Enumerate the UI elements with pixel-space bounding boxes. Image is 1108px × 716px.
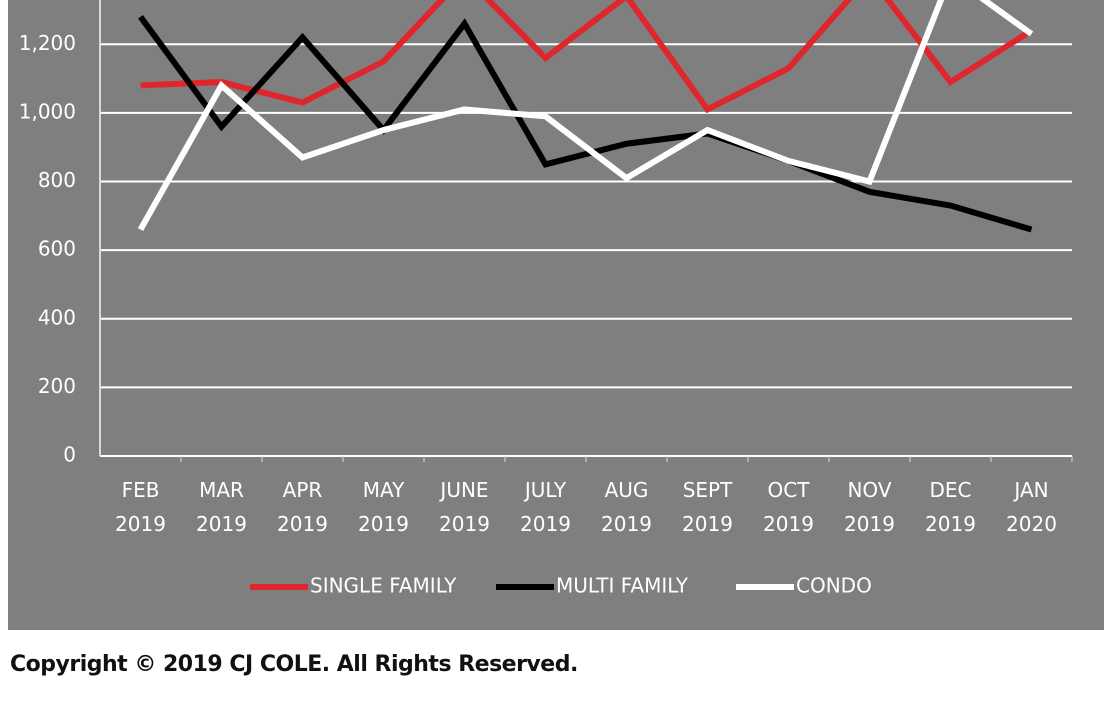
- x-tick-label: OCT 2019: [763, 478, 814, 536]
- x-tick-label: JUNE 2019: [439, 478, 490, 536]
- legend-label: MULTI FAMILY: [556, 574, 689, 598]
- series-line: [140, 0, 1034, 114]
- y-tick-label: 800: [38, 168, 76, 192]
- x-tick-label: FEB 2019: [115, 478, 166, 536]
- y-tick-label: 0: [63, 443, 76, 467]
- x-tick-label: APR 2019: [277, 478, 328, 536]
- grid: [99, 0, 1073, 462]
- x-tick-label: JAN 2020: [1006, 478, 1057, 536]
- legend-label: CONDO: [796, 574, 872, 598]
- x-tick-label: JULY 2019: [520, 478, 571, 536]
- legend-label: SINGLE FAMILY: [310, 574, 457, 598]
- y-tick-label: 400: [38, 305, 76, 329]
- x-tick-label: NOV 2019: [844, 478, 895, 536]
- chart-background: [8, 0, 1104, 630]
- copyright: Copyright © 2019 CJ COLE. All Rights Res…: [10, 652, 578, 677]
- series-line: [138, 15, 1033, 233]
- x-tick-label: SEPT 2019: [682, 478, 733, 536]
- y-tick-label: 1,200: [19, 31, 76, 55]
- x-tick-label: MAR 2019: [196, 478, 247, 536]
- x-tick-label: MAY 2019: [358, 478, 409, 536]
- plot: [137, 0, 1034, 233]
- y-tick-label: 1,000: [19, 99, 76, 123]
- x-tick-label: DEC 2019: [925, 478, 976, 536]
- y-tick-label: 600: [38, 237, 76, 261]
- y-tick-label: 200: [38, 374, 76, 398]
- x-tick-label: AUG 2019: [601, 478, 652, 536]
- series-line: [137, 0, 1034, 232]
